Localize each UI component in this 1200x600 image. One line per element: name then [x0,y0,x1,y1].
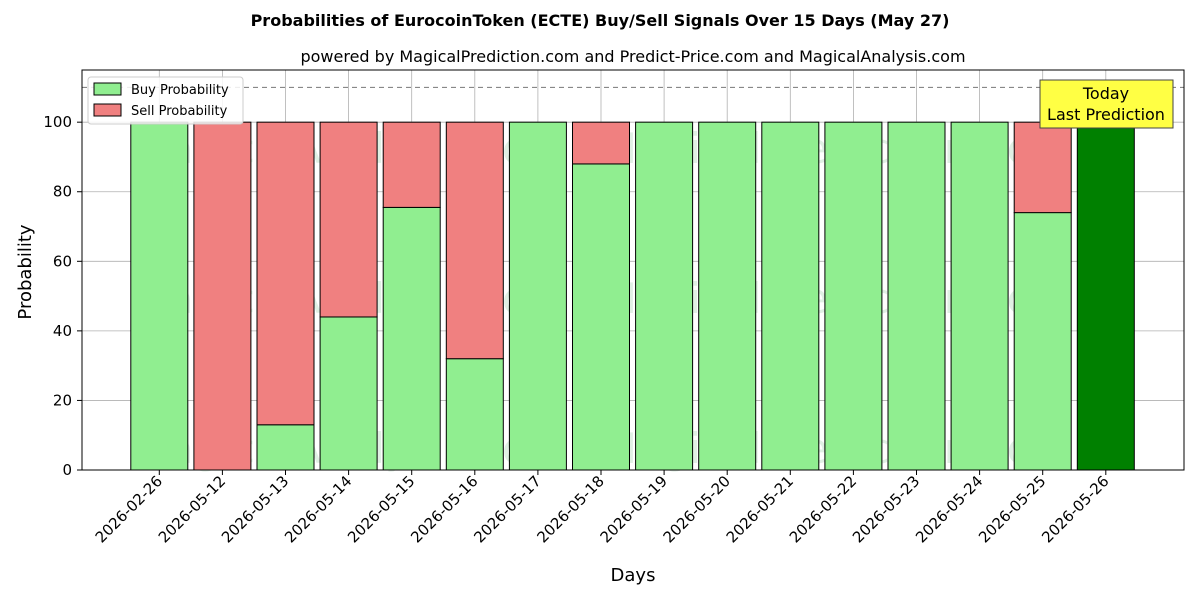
x-tick-label: 2026-05-17 [470,472,544,546]
y-tick-label: 60 [53,252,72,270]
x-tick-label: 2026-05-24 [912,472,986,546]
sell-bar [193,121,252,471]
y-tick-label: 100 [43,113,72,131]
buy-bar [445,358,504,471]
x-tick-label: 2026-05-15 [344,472,418,546]
y-tick-label: 80 [53,183,72,201]
x-tick-label: 2026-05-13 [218,472,292,546]
x-tick-label: 2026-05-21 [723,472,797,546]
legend-box [87,76,244,125]
today-label: Today [1082,84,1129,103]
today-box [1039,79,1174,129]
y-tick-label: 20 [53,391,72,409]
buy-bar [319,316,378,471]
y-tick-label: 0 [62,461,72,479]
x-tick-label: 2026-05-16 [407,472,481,546]
legend-label-buy: Buy Probability [131,83,229,98]
today-annotation: Today Last Prediction [1039,79,1174,129]
sell-bar [382,121,441,208]
x-tick-label: 2026-05-19 [597,472,671,546]
chart-title: Probabilities of EurocoinToken (ECTE) Bu… [251,11,950,30]
x-tick-label: 2026-05-25 [975,472,1049,546]
chart-subtitle: powered by MagicalPrediction.com and Pre… [300,47,965,66]
buy-bar [1076,121,1135,471]
sell-bar [445,121,504,360]
sell-bar [256,121,315,426]
x-tick-label: 2026-02-26 [92,472,166,546]
last-prediction-label: Last Prediction [1047,105,1165,124]
legend-swatch-buy [93,82,122,96]
buy-bar [824,121,883,471]
x-tick-label: 2026-05-14 [281,472,355,546]
plot-frame [81,69,1185,471]
y-tick-label: 40 [53,322,72,340]
bars-layer [130,121,1135,471]
x-tick-label: 2026-05-20 [660,472,734,546]
x-tick-label: 2026-05-12 [155,472,229,546]
buy-bar [130,121,189,471]
y-axis-label: Probability [15,224,36,319]
x-axis-label: Days [611,565,656,586]
buy-bar [572,163,630,471]
x-tick-label: 2026-05-26 [1038,472,1112,546]
buy-bar [698,121,757,471]
buy-bar [887,121,946,471]
legend-swatch-sell [93,103,122,117]
x-tick-label: 2026-05-18 [533,472,607,546]
sell-bar [319,121,378,318]
sell-bar [1013,121,1072,214]
buy-bar [761,121,820,471]
x-tick-label: 2026-05-22 [786,472,860,546]
buy-bar [1013,212,1072,471]
legend-label-sell: Sell Probability [131,104,228,119]
buy-bar [256,424,315,471]
sell-bar [572,121,630,165]
buy-bar [508,121,567,471]
buy-bar [950,121,1009,471]
buy-bar [635,121,694,471]
buy-bar [382,206,441,471]
x-tick-label: 2026-05-23 [849,472,923,546]
legend: Buy Probability Sell Probability [87,76,244,125]
